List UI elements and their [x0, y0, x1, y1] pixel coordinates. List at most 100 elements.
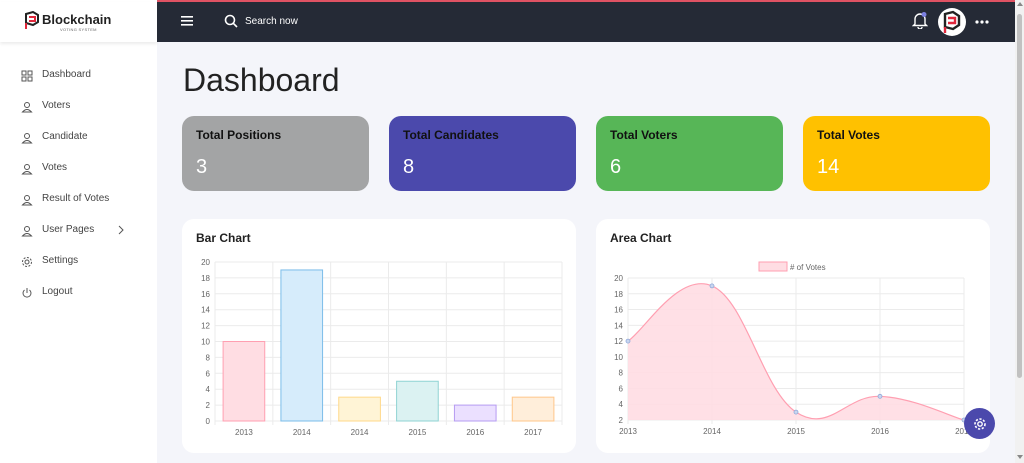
bell-icon[interactable]	[912, 11, 928, 29]
user-icon	[21, 102, 33, 113]
user-icon	[21, 195, 33, 206]
sidebar-item-settings[interactable]: Settings	[0, 248, 157, 279]
chevron-right-icon	[118, 225, 124, 235]
bar	[511, 396, 555, 422]
sidebar-item-user-pages[interactable]: User Pages	[0, 217, 157, 248]
x-tick-label: 2017	[524, 428, 542, 437]
y-tick-label: 6	[619, 384, 624, 393]
brand[interactable]: Blockchain VOTING SYSTEM	[0, 2, 157, 42]
scrollbar-thumb[interactable]	[1017, 14, 1022, 378]
sidebar-item-dashboard[interactable]: Dashboard	[0, 62, 157, 93]
bar	[396, 380, 439, 422]
sidebar-item-label: Settings	[42, 255, 79, 266]
sidebar-item-label: Logout	[42, 286, 73, 297]
stat-card-total-candidates: Total Candidates 8	[389, 116, 576, 191]
data-point	[877, 393, 883, 399]
gear-icon	[973, 417, 986, 430]
stat-label: Total Positions	[196, 128, 282, 142]
y-tick-label: 12	[201, 322, 210, 331]
legend-label: # of Votes	[790, 263, 826, 272]
sidebar-item-label: Voters	[42, 100, 71, 111]
sidebar-item-label: Dashboard	[42, 69, 91, 80]
bar	[453, 404, 497, 422]
data-point	[793, 409, 799, 415]
x-tick-label: 2017	[955, 427, 973, 436]
user-icon	[21, 226, 33, 237]
search-icon[interactable]	[224, 14, 238, 28]
area-fill	[628, 283, 964, 420]
y-tick-label: 6	[206, 369, 211, 378]
area-chart-card: # of Votes 2 4 6 8 10 12 14 16 18 20 2013 2014 2015 20…	[596, 219, 990, 453]
area-chart: # of Votes 2 4 6 8 10 12 14 16 18 20 2013 2014 2015 20…	[614, 261, 973, 436]
y-tick-label: 18	[201, 274, 210, 283]
sidebar-item-result-of-votes[interactable]: Result of Votes	[0, 186, 157, 217]
y-tick-label: 10	[201, 338, 210, 347]
user-icon	[21, 133, 33, 144]
sidebar-item-label: User Pages	[42, 224, 95, 235]
x-tick-label: 2013	[619, 427, 637, 436]
scroll-down-arrow-icon[interactable]	[1017, 455, 1023, 459]
data-point	[709, 283, 715, 289]
x-tick-label: 2014	[703, 427, 721, 436]
sidebar-item-label: Result of Votes	[42, 193, 110, 204]
stat-label: Total Votes	[817, 128, 880, 142]
scroll-up-arrow-icon[interactable]	[1017, 2, 1023, 6]
sidebar-item-votes[interactable]: Votes	[0, 155, 157, 186]
y-tick-label: 4	[619, 400, 624, 409]
y-tick-label: 14	[201, 306, 210, 315]
y-tick-label: 4	[206, 385, 211, 394]
y-tick-label: 8	[206, 353, 211, 362]
y-tick-label: 18	[614, 290, 623, 299]
y-tick-label: 20	[614, 274, 623, 283]
grid-icon	[21, 70, 33, 82]
y-tick-label: 20	[201, 258, 210, 267]
bar	[338, 396, 381, 422]
stat-value: 6	[610, 156, 622, 178]
bar	[222, 341, 266, 422]
sidebar-item-logout[interactable]: Logout	[0, 279, 157, 310]
bar-chart: 0 2 4 6 8 10 12 14 16 18 20 2013 2014 2014 2015 2016 201…	[201, 258, 563, 437]
avatar[interactable]	[938, 8, 966, 36]
y-tick-label: 2	[206, 401, 211, 410]
settings-fab-button[interactable]	[964, 408, 995, 439]
stat-card-total-positions: Total Positions 3	[182, 116, 369, 191]
legend-swatch	[758, 261, 788, 272]
stat-value: 14	[817, 156, 840, 178]
sidebar-item-candidate[interactable]: Candidate	[0, 124, 157, 155]
top-accent-line	[0, 0, 1024, 2]
more-options-icon[interactable]	[975, 20, 989, 24]
top-navbar: Search now	[157, 2, 1015, 42]
power-icon	[22, 288, 32, 298]
sidebar-item-label: Candidate	[42, 131, 88, 142]
blockchain-logo-icon	[943, 10, 961, 33]
stat-value: 8	[403, 156, 415, 178]
stat-card-total-voters: Total Voters 6	[596, 116, 783, 191]
stat-label: Total Voters	[610, 128, 678, 142]
user-icon	[21, 164, 33, 175]
series-line	[627, 283, 965, 421]
chart-title: Bar Chart	[196, 231, 251, 245]
brand-name: Blockchain	[42, 12, 112, 27]
brand-subtitle: VOTING SYSTEM	[60, 27, 97, 32]
sidebar-item-voters[interactable]: Voters	[0, 93, 157, 124]
chart-title: Area Chart	[610, 231, 672, 245]
blockchain-logo-icon	[25, 11, 39, 29]
y-tick-label: 16	[614, 306, 623, 315]
gear-icon	[22, 257, 32, 267]
y-tick-label: 8	[619, 369, 624, 378]
sidebar-nav: Dashboard Voters Candidate Votes	[0, 62, 157, 310]
bar	[280, 269, 324, 422]
x-tick-label: 2015	[787, 427, 805, 436]
y-tick-label: 0	[206, 417, 211, 426]
hamburger-menu-icon[interactable]	[181, 16, 193, 26]
search-input[interactable]: Search now	[245, 16, 298, 27]
stat-value: 3	[196, 156, 208, 178]
x-tick-label: 2015	[409, 428, 427, 437]
data-point	[625, 338, 631, 344]
x-tick-label: 2014	[351, 428, 369, 437]
x-tick-label: 2016	[871, 427, 889, 436]
sidebar-item-label: Votes	[42, 162, 68, 173]
y-tick-label: 14	[614, 321, 623, 330]
stat-label: Total Candidates	[403, 128, 499, 142]
x-tick-label: 2016	[466, 428, 484, 437]
